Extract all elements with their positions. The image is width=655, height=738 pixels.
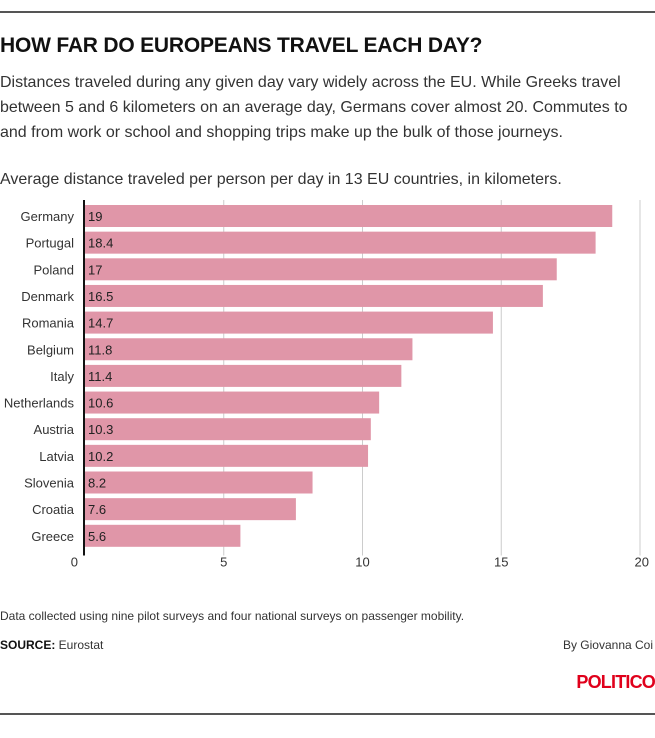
footnote: Data collected using nine pilot surveys …: [0, 609, 465, 623]
x-tick-label-1: 5: [220, 554, 227, 569]
data-label-7: 10.6: [88, 396, 113, 411]
bar-3: [85, 284, 543, 307]
data-label-11: 7.6: [88, 502, 106, 517]
source-value: Eurostat: [55, 638, 104, 652]
bar-10: [85, 471, 313, 494]
intro-text: Distances traveled during any given day …: [0, 74, 628, 141]
source-line: SOURCE: Eurostat: [0, 638, 103, 652]
bar-5: [85, 338, 413, 361]
bar-2: [85, 258, 557, 281]
data-label-4: 14.7: [88, 316, 113, 331]
category-label-0: Germany: [21, 209, 75, 224]
politico-logo: POLITICO: [576, 672, 655, 692]
bar-11: [85, 498, 296, 521]
bar-9: [85, 444, 369, 467]
data-label-6: 11.4: [88, 369, 112, 384]
bar-1: [85, 231, 596, 254]
chart-title: HOW FAR DO EUROPEANS TRAVEL EACH DAY?: [0, 34, 483, 57]
category-label-11: Croatia: [32, 502, 75, 517]
data-label-10: 8.2: [88, 476, 106, 491]
category-label-8: Austria: [34, 422, 75, 437]
bar-chart: Germany 19 Portugal 18.4 Poland 17 Denmark 16.5…: [4, 200, 649, 569]
byline: By Giovanna Coi: [562, 638, 653, 652]
category-label-6: Italy: [50, 369, 74, 384]
bar-4: [85, 311, 493, 334]
category-label-12: Greece: [31, 529, 74, 544]
category-label-4: Romania: [22, 316, 75, 331]
category-label-10: Slovenia: [24, 476, 75, 491]
bar-12: [85, 524, 241, 547]
data-label-1: 18.4: [88, 236, 113, 251]
top-rule: [0, 11, 655, 13]
category-label-5: Belgium: [27, 342, 74, 357]
data-label-12: 5.6: [88, 529, 106, 544]
x-tick-label-3: 15: [494, 554, 508, 569]
data-label-0: 19: [88, 209, 102, 224]
data-label-8: 10.3: [88, 422, 113, 437]
data-label-5: 11.8: [88, 342, 112, 357]
bar-7: [85, 391, 380, 414]
category-label-7: Netherlands: [4, 396, 75, 411]
x-tick-label-0: 0: [71, 554, 78, 569]
data-label-3: 16.5: [88, 289, 113, 304]
category-label-2: Poland: [34, 262, 74, 277]
chart-subtitle: Average distance traveled per person per…: [0, 171, 562, 188]
category-label-3: Denmark: [21, 289, 74, 304]
bottom-rule: [0, 713, 655, 715]
data-label-2: 17: [88, 262, 102, 277]
bar-6: [85, 364, 402, 387]
category-label-9: Latvia: [39, 449, 74, 464]
category-label-1: Portugal: [26, 236, 75, 251]
x-tick-label-2: 10: [355, 554, 369, 569]
bar-0: [85, 205, 613, 227]
source-label: SOURCE:: [0, 638, 56, 652]
bar-8: [85, 418, 371, 441]
data-label-9: 10.2: [88, 449, 113, 464]
x-tick-label-4: 20: [635, 554, 649, 569]
